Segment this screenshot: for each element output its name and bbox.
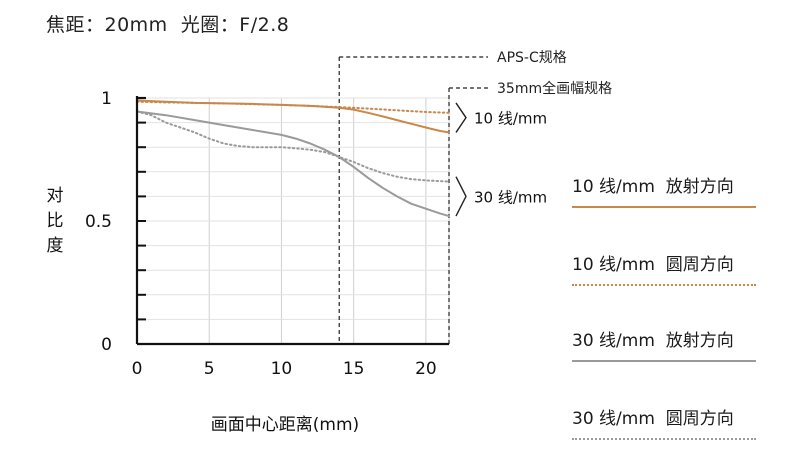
legend-swatch [572,206,756,208]
x-tick-label: 5 [204,359,215,379]
format-marker-label: APS-C规格 [497,50,567,66]
legend-label: 10 线/mm 放射方向 [572,177,734,197]
legend-label: 10 线/mm 圆周方向 [572,255,734,275]
series-line [136,110,450,218]
legend-swatch [572,360,756,362]
chart-title: 焦距：20mm 光圈：F/2.8 [46,14,290,36]
series-line [136,99,450,134]
series-lines [136,99,450,218]
grid [137,97,450,344]
y-tick-label: 0.5 [85,212,112,232]
group-label: 10 线/mm [474,110,547,128]
y-tick-label: 1 [101,89,112,109]
y-axis-title-char: 比 [47,211,64,231]
x-tick-label: 0 [132,359,143,379]
series-line [136,110,450,183]
legend-item-10-radial: 10 线/mm 放射方向 [572,176,756,208]
legend-swatch [572,284,756,286]
series-line [136,100,450,114]
legend-label: 30 线/mm 放射方向 [572,331,734,351]
axes: 0 5 10 15 20 0 0.5 1 画面中心距离(mm) 对比度 [47,89,449,435]
legend-label: 30 线/mm 圆周方向 [572,409,734,429]
group-brace [455,102,467,133]
y-tick-label: 0 [101,335,112,355]
legend-item-10-tangential: 10 线/mm 圆周方向 [572,254,756,286]
y-axis-title-char: 度 [47,236,64,256]
group-brace [455,176,467,217]
legend-swatch [572,438,756,440]
group-label: 30 线/mm [474,188,547,206]
x-tick-label: 15 [343,359,365,379]
x-tick-label: 20 [415,359,437,379]
group-braces: 10 线/mm 30 线/mm [455,102,547,217]
y-axis-title-char: 对 [47,186,64,206]
x-tick-label: 10 [271,359,293,379]
legend-item-30-radial: 30 线/mm 放射方向 [572,330,756,362]
format-marker-label: 35mm全画幅规格 [497,80,612,97]
legend-item-30-tangential: 30 线/mm 圆周方向 [572,408,756,440]
x-axis-title: 画面中心距离(mm) [211,415,359,435]
